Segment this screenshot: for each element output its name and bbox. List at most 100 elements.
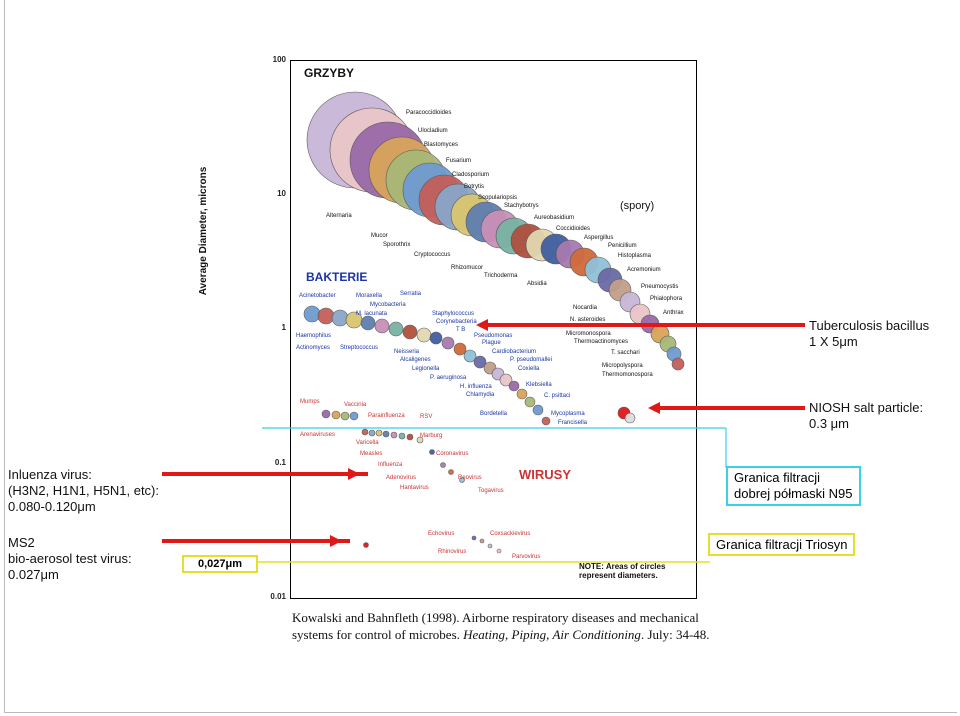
organism-label: Coxiella [518, 366, 540, 372]
organism-label: Pneumocystis [641, 284, 679, 290]
citation-journal: Heating, Piping, Air Conditioning [463, 627, 641, 642]
bacteria-bubble [331, 309, 349, 327]
group-title-grzyby: GRZYBY [304, 66, 355, 80]
organism-label: Acremonium [627, 267, 661, 273]
annotation-ms2: MS2 bio-aerosol test virus: 0.027μm [8, 535, 132, 582]
y-tick-100: 100 [272, 55, 286, 64]
virus-bubble [398, 432, 406, 440]
organism-label: Haemophilus [296, 333, 332, 339]
organism-label: Mycobacteria [370, 302, 406, 308]
organism-label: Phialophora [650, 296, 683, 302]
organism-label: Stachybotrys [504, 203, 539, 209]
triosyn-limit-box: Granica filtracji Triosyn [708, 533, 856, 556]
organism-label: Coxsackievirus [490, 531, 531, 537]
organism-label: Pseudomonas [474, 333, 513, 339]
organism-label: Serratia [400, 291, 422, 297]
ms2-particle [363, 542, 369, 548]
organism-label: Botrytis [464, 184, 485, 190]
organism-label: M. lacunata [356, 311, 388, 317]
organism-label: Ulocladium [418, 128, 448, 134]
annotation-niosh: NIOSH salt particle: 0.3 μm [809, 400, 924, 431]
group-title-bakterie: BAKTERIE [306, 270, 368, 284]
arrow-influenza-head [348, 468, 360, 480]
ms2-size-box: 0,027μm [182, 555, 259, 573]
organism-label: Neisseria [394, 349, 420, 355]
organism-label: Fusarium [446, 158, 472, 164]
organism-label: P. aeruginosa [430, 375, 467, 381]
organism-label: Aureobasidium [534, 215, 575, 221]
fungi-bubble [671, 357, 685, 371]
organism-label: Arenaviruses [300, 432, 336, 438]
y-tick-0.1: 0.1 [274, 458, 286, 467]
bacteria-bubble [541, 416, 551, 426]
organism-label: Alternaria [326, 213, 352, 219]
organism-label: Chlamydia [466, 392, 495, 398]
bacteria-bubble [303, 305, 321, 323]
bacteria-bubble [441, 336, 455, 350]
organism-label: H. influenza [460, 384, 492, 390]
citation-part1: Kowalski and Bahnfleth (1998). Airborne … [292, 610, 699, 642]
arrow-tb-head [476, 319, 488, 331]
bacteria-bubble [429, 331, 443, 345]
organism-label: Hantavirus [400, 485, 429, 491]
organism-label: Rhinovirus [438, 549, 467, 555]
virus-bubble [331, 410, 341, 420]
y-tick-1: 1 [281, 323, 286, 332]
organism-label: Vaccinia [344, 402, 367, 408]
organism-label: Nocardia [573, 305, 598, 311]
bacteria-bubble [532, 404, 544, 416]
organism-label: Thermoactinomyces [574, 339, 629, 345]
organism-label: Adenovirus [386, 475, 417, 481]
organism-label: Francisella [558, 420, 588, 426]
organism-label: T B [456, 327, 466, 333]
organism-label: Alcaligenes [400, 357, 431, 363]
organism-label: P. pseudomallei [510, 357, 552, 363]
organism-label: Absidia [527, 281, 547, 287]
virus-bubble [459, 477, 465, 483]
organism-label: Scopulariopsis [478, 195, 518, 201]
organism-label: Aspergillus [584, 235, 614, 241]
virus-bubble [416, 436, 424, 444]
virus-bubble [382, 430, 390, 438]
organism-label: Acinetobacter [299, 293, 336, 299]
bacteria-bubble [508, 380, 520, 392]
organism-label: Klebsiella [526, 382, 552, 388]
niosh-salt-shadow [624, 412, 636, 424]
virus-bubble [321, 409, 331, 419]
group-title-wirusy: WIRUSY [519, 467, 571, 482]
organism-label: Legionella [412, 366, 440, 372]
virus-bubble [406, 433, 414, 441]
virus-bubble [375, 429, 383, 437]
bacteria-bubble [416, 327, 432, 343]
virus-bubble [390, 431, 398, 439]
annotation-influenza: Inluenza virus: (H3N2, H1N1, H5N1, etc):… [8, 467, 159, 514]
organism-label: Micromonospora [566, 331, 611, 337]
organism-label: Parainfluenza [368, 413, 405, 419]
organism-label: Anthrax [663, 310, 684, 316]
organism-label: Plague [482, 340, 501, 346]
organism-label: C. psittaci [544, 393, 571, 399]
organism-label: Penicillium [608, 243, 637, 249]
organism-label: Streptococcus [340, 345, 379, 351]
bacteria-bubble [388, 321, 404, 337]
bacteria-bubble [499, 373, 513, 387]
chart-note: NOTE: Areas of circles represent diamete… [579, 562, 666, 580]
virus-bubble [361, 428, 369, 436]
organism-label: T. sacchari [611, 350, 640, 356]
organism-label: Reovirus [458, 475, 482, 481]
organism-label: Influenza [378, 462, 403, 468]
y-tick-0.01: 0.01 [270, 592, 286, 601]
organism-label: Cladosporium [452, 172, 490, 178]
organism-label: Paracoccidioides [406, 110, 452, 116]
organism-label: Mucor [371, 233, 388, 239]
citation-part2: . July: 34-48. [640, 627, 710, 642]
virus-bubble [368, 429, 376, 437]
citation: Kowalski and Bahnfleth (1998). Airborne … [292, 609, 712, 643]
virus-bubble [429, 449, 435, 455]
organism-label: Coronavirus [436, 451, 469, 457]
organism-label: Cardiobacterium [492, 349, 537, 355]
organism-label: Moraxella [356, 293, 383, 299]
virus-bubble [479, 538, 485, 544]
organism-label: Thermomonospora [602, 372, 653, 378]
